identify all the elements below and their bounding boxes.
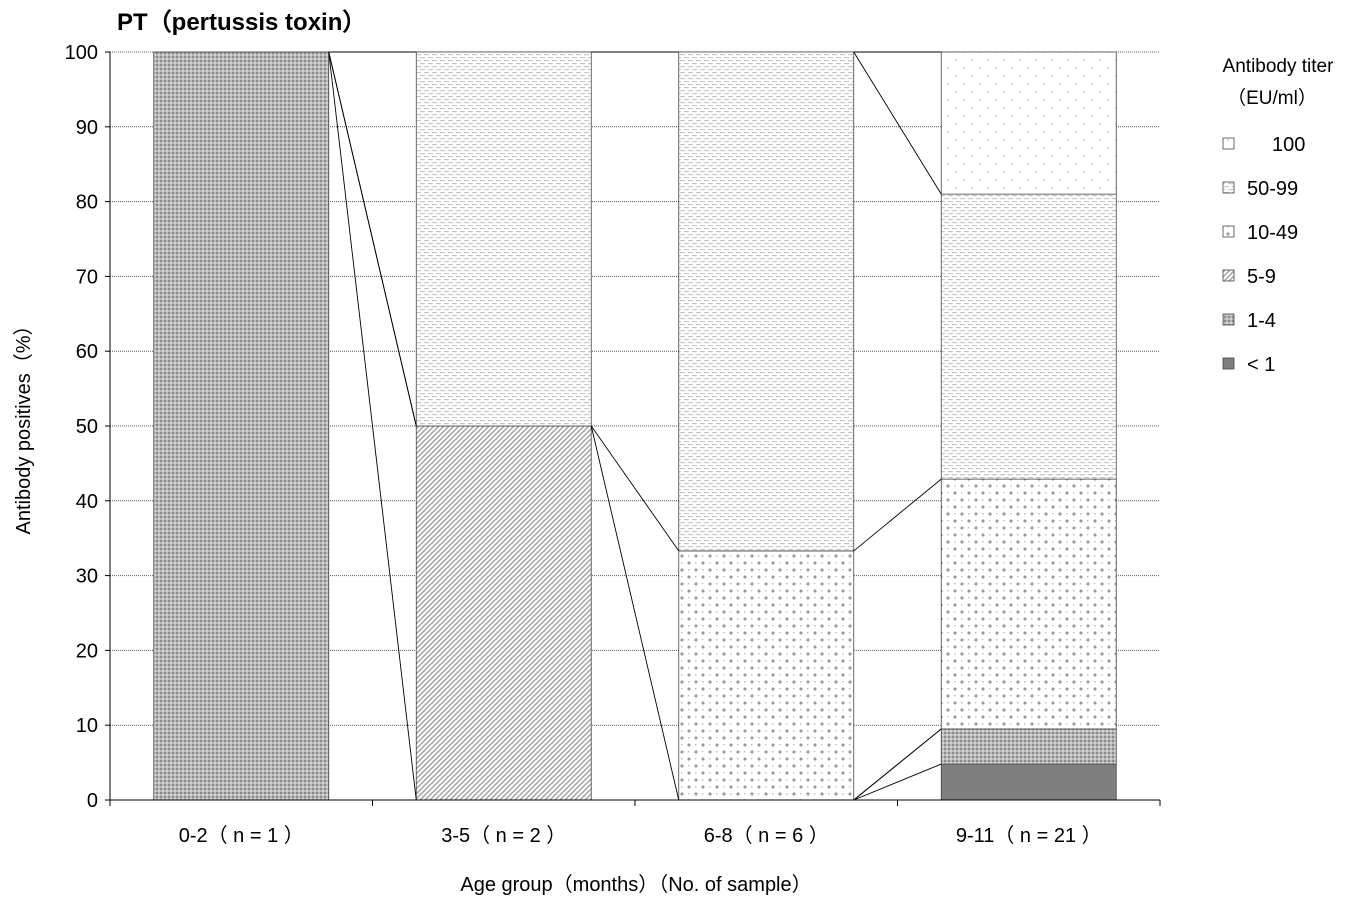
- legend-swatch: [1222, 269, 1235, 282]
- legend-title-line-2: （EU/ml）: [1227, 87, 1317, 109]
- x-tick-label: 3-5（ n = 2 ）: [441, 824, 566, 847]
- legend: Antibody titer （EU/ml） 100 50-99 10-49 5-9 1…: [1223, 56, 1335, 376]
- series-connector: [853, 51, 942, 195]
- bar-segment: [415, 51, 592, 427]
- legend-label: 1-4: [1247, 310, 1276, 332]
- bars: [153, 51, 1117, 801]
- chart-title: PT（pertussis toxin）: [117, 9, 366, 36]
- legend-swatch: [1222, 137, 1235, 150]
- y-tick-label: 10: [76, 715, 98, 737]
- legend-label: 10-49: [1247, 222, 1298, 244]
- y-tick-label: 60: [76, 341, 98, 363]
- x-tick-label: 6-8（ n = 6 ）: [704, 824, 829, 847]
- legend-title-line-1: Antibody titer: [1223, 56, 1335, 77]
- bar-segment: [415, 425, 592, 801]
- legend-swatch: [1222, 225, 1235, 238]
- axes: 0 10 20 30 40 50 60 70 80 90 100 0-2（ n = 1 ） 3-5（ n…: [65, 42, 1161, 847]
- bar-segment: [940, 478, 1117, 730]
- y-tick-label: 0: [87, 790, 98, 812]
- legend-swatch: [1222, 357, 1235, 370]
- series-connector: [328, 51, 417, 801]
- bar-segment: [940, 193, 1117, 480]
- x-axis-label: Age group（months）（No. of sample）: [460, 873, 811, 896]
- y-tick-label: 30: [76, 566, 98, 588]
- legend-label: 50-99: [1247, 178, 1298, 200]
- y-axis-label: Antibody positives（%）: [12, 316, 35, 535]
- legend-swatch: [1222, 313, 1235, 326]
- x-tick-label: 0-2（ n = 1 ）: [179, 824, 304, 847]
- legend-swatch: [1222, 181, 1235, 194]
- series-connector: [853, 478, 942, 552]
- y-tick-label: 80: [76, 192, 98, 214]
- y-tick-label: 90: [76, 117, 98, 139]
- series-connector: [853, 728, 942, 801]
- bar-segment: [940, 51, 1117, 195]
- y-tick-label: 100: [65, 42, 98, 64]
- legend-label: 100: [1272, 134, 1305, 156]
- bar-segment: [940, 728, 1117, 765]
- series-connector: [853, 763, 942, 801]
- legend-label: 5-9: [1247, 266, 1276, 288]
- y-tick-label: 70: [76, 266, 98, 288]
- bar-segment: [678, 550, 855, 801]
- y-tick-label: 40: [76, 491, 98, 513]
- series-connector: [590, 425, 680, 552]
- series-connector: [328, 51, 417, 427]
- bar-segment: [678, 51, 855, 552]
- y-tick-label: 20: [76, 640, 98, 662]
- series-connector: [590, 425, 680, 801]
- y-tick-label: 50: [76, 416, 98, 438]
- bar-segment: [940, 763, 1117, 801]
- x-tick-label: 9-11（ n = 21 ）: [956, 824, 1102, 847]
- bar-segment: [153, 51, 330, 801]
- legend-label: < 1: [1247, 354, 1275, 376]
